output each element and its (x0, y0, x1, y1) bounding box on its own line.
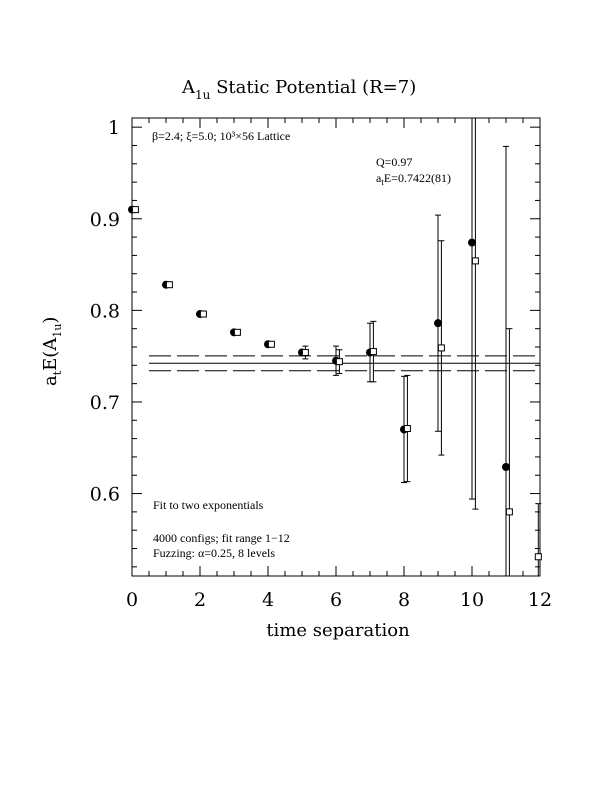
x-tick-label: 10 (460, 589, 484, 611)
data-point-circle (502, 462, 510, 471)
x-tick-label: 4 (262, 589, 274, 611)
y-tick-label: 0.6 (90, 484, 120, 506)
data-point-square (131, 206, 139, 214)
data-point-square (403, 425, 411, 433)
data-point-square (165, 281, 173, 289)
data-point-square (199, 310, 207, 318)
axis-ticks (131, 118, 541, 576)
y-tick-label: 1 (108, 117, 120, 139)
fit-annotation: Fit to two exponentials (153, 498, 264, 512)
data-point-square (471, 257, 479, 265)
x-tick-label: 12 (528, 589, 552, 611)
data-points (128, 118, 542, 576)
x-tick-label: 8 (398, 589, 410, 611)
fit-band (149, 355, 540, 372)
data-point-circle (434, 319, 442, 328)
chart-title: A1u Static Potential (R=7) (181, 77, 416, 102)
y-tick-label: 0.7 (90, 392, 120, 414)
lattice-annotation: β=2.4; ξ=5.0; 10³×56 Lattice (152, 129, 290, 143)
data-point-circle (468, 238, 476, 247)
x-axis-label: time separation (266, 620, 410, 641)
y-tick-label: 0.9 (90, 209, 120, 231)
data-point-square (505, 508, 513, 516)
configs-annotation: 4000 configs; fit range 1−12 (153, 531, 290, 545)
x-tick-label: 6 (330, 589, 342, 611)
data-point-square (534, 553, 542, 561)
data-point-square (233, 328, 241, 336)
energy-annotation: atE=0.7422(81) (376, 171, 451, 187)
fuzzing-annotation: Fuzzing: α=0.25, 8 levels (153, 546, 275, 560)
data-point-square (335, 358, 343, 366)
y-tick-label: 0.8 (90, 300, 120, 322)
x-tick-label: 0 (126, 589, 138, 611)
tick-labels: 0 2 4 6 8 10 12 0.6 0.7 0.8 0.9 1 (90, 117, 552, 611)
data-point-square (437, 344, 445, 352)
x-tick-label: 2 (194, 589, 206, 611)
data-point-square (301, 348, 309, 356)
y-axis-label: atE(A1u) (40, 317, 64, 386)
q-annotation: Q=0.97 (376, 155, 412, 169)
data-point-square (267, 340, 275, 348)
data-point-square (369, 348, 377, 356)
